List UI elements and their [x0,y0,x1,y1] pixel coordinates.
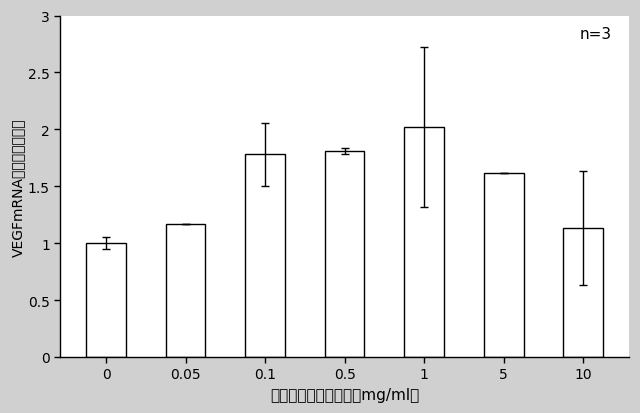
Text: n=3: n=3 [580,27,612,42]
Y-axis label: VEGFmRNA発現量（倍率）: VEGFmRNA発現量（倍率） [11,118,25,256]
Bar [245,155,285,357]
Bar [166,224,205,357]
Bar [563,229,603,357]
Bar [324,152,364,357]
Bar [484,173,524,357]
Bar [404,128,444,357]
X-axis label: 海洋深層水（原水）（mg/ml）: 海洋深層水（原水）（mg/ml） [270,387,419,402]
Bar [86,244,126,357]
